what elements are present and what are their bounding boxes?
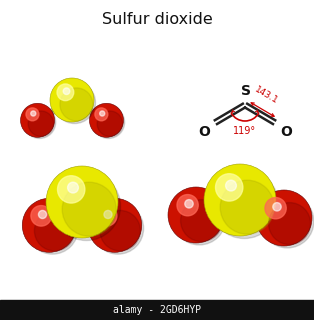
Circle shape: [89, 103, 123, 137]
Text: O: O: [280, 125, 292, 139]
Circle shape: [268, 203, 311, 244]
Circle shape: [57, 176, 85, 203]
Circle shape: [95, 108, 108, 121]
Circle shape: [261, 195, 314, 248]
Text: alamy - 2GD6HYP: alamy - 2GD6HYP: [113, 305, 201, 315]
Circle shape: [210, 170, 279, 238]
Circle shape: [54, 82, 95, 124]
Circle shape: [181, 200, 223, 242]
Circle shape: [185, 200, 193, 208]
Circle shape: [88, 198, 142, 252]
Text: Sulfur dioxide: Sulfur dioxide: [102, 12, 212, 27]
Text: O: O: [198, 125, 210, 139]
Circle shape: [215, 174, 243, 201]
Circle shape: [24, 106, 56, 139]
Circle shape: [63, 88, 70, 94]
Circle shape: [100, 211, 140, 251]
Circle shape: [46, 166, 118, 238]
Circle shape: [57, 84, 74, 101]
Circle shape: [22, 198, 76, 252]
Circle shape: [20, 103, 55, 137]
Bar: [0, 300, 314, 320]
Circle shape: [38, 211, 46, 219]
Circle shape: [92, 106, 125, 139]
Circle shape: [265, 197, 286, 219]
Circle shape: [52, 172, 121, 241]
Circle shape: [68, 182, 78, 193]
Circle shape: [220, 180, 274, 234]
Circle shape: [50, 78, 94, 122]
Circle shape: [168, 187, 224, 243]
Text: 143.1: 143.1: [253, 85, 280, 106]
Circle shape: [204, 164, 276, 236]
Circle shape: [173, 192, 226, 245]
Circle shape: [28, 111, 54, 136]
Circle shape: [177, 195, 198, 216]
Circle shape: [96, 205, 117, 226]
Text: S: S: [241, 84, 251, 98]
Circle shape: [31, 111, 36, 116]
Circle shape: [26, 108, 39, 121]
Circle shape: [60, 88, 93, 121]
Circle shape: [100, 111, 105, 116]
Text: 119°: 119°: [233, 126, 257, 136]
Circle shape: [225, 180, 236, 191]
Circle shape: [92, 203, 143, 254]
Circle shape: [27, 203, 78, 254]
Circle shape: [104, 211, 112, 219]
Circle shape: [256, 190, 312, 246]
Circle shape: [273, 203, 281, 211]
Circle shape: [31, 205, 51, 226]
Circle shape: [97, 111, 122, 136]
Circle shape: [35, 211, 75, 251]
Circle shape: [62, 182, 116, 236]
